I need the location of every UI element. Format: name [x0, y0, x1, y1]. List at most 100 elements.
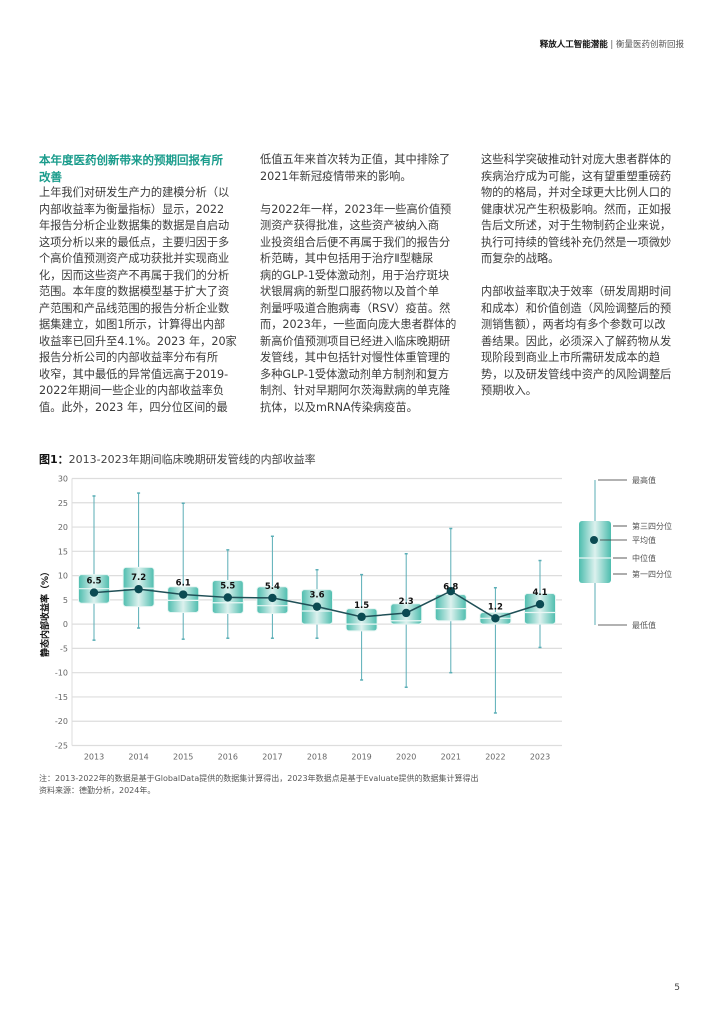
figure-title-text: 2013-2023年期间临床晚期研发管线的内部收益率 [68, 453, 316, 466]
text-line: 剂量呼吸道合胞病毒（RSV）疫苗。然 [260, 301, 451, 315]
legend-label-mean: 平均值 [632, 535, 656, 545]
text-line: 据集建立，如图1所示，计算得出内部 [39, 318, 226, 331]
mean-data-label: 2.3 [399, 597, 414, 607]
text-line: 而，2023年，一些面向庞大患者群体的 [260, 318, 457, 331]
text-line: 势，以及研发管线中资产的风险调整后 [481, 367, 672, 381]
mean-data-label: 5.4 [265, 582, 280, 592]
text-line: 健康状况产生积极影响。然而，正如报 [481, 202, 672, 216]
y-tick-label: 0 [63, 620, 68, 629]
text-line: 抗体，以及mRNA传染病疫苗。 [260, 400, 418, 414]
column-3: 这些科学突破推动针对庞大患者群体的 疾病治疗成为可能，这有望重塑重磅药 物的的格局，… [481, 152, 696, 400]
text-line: 上年我们对研发生产力的建模分析（以 [39, 186, 230, 199]
mean-point [357, 612, 366, 622]
header-separator: | [610, 40, 614, 50]
text-line: 测资产获得批准，这些资产被纳入商 [260, 219, 440, 232]
mean-point [179, 590, 188, 599]
legend-label-q3: 第三四分位 [632, 521, 672, 531]
mean-data-label: 6.1 [176, 579, 191, 589]
mean-point [312, 602, 322, 611]
mean-point [223, 593, 232, 602]
text-line: 范围。本年度的数据模型基于扩大了资 [39, 285, 230, 298]
legend-mean-point [590, 536, 598, 544]
mean-point [446, 586, 455, 596]
text-line: 报告分析公司的内部收益率分布有所 [39, 351, 219, 364]
text-line: 值。此外，2023 年，四分位区间的最 [39, 400, 228, 414]
text-line: 本年度医药创新带来的预期回报有所 [39, 153, 223, 167]
x-tick-label: 2019 [351, 753, 371, 762]
column-2-paragraph-1: 低值五年来首次转为正值，其中排除了 2021年新冠疫情带来的影响。 [260, 152, 475, 185]
text-line: 新高价值预测项目已经进入临床晚期研 [260, 334, 451, 348]
mean-data-label: 4.1 [532, 588, 547, 598]
running-header: 释放人工智能潜能 | 衡量医药创新回报 [540, 38, 684, 50]
header-title: 释放人工智能潜能 [539, 40, 608, 50]
text-line: 疾病治疗成为可能，这有望重塑重磅药 [481, 169, 672, 183]
text-line: 内部收益率为衡量指标）显示，2022 [39, 202, 225, 216]
mean-point [491, 614, 500, 623]
legend-label-min: 最低值 [632, 620, 656, 630]
y-tick-label: -20 [55, 717, 68, 726]
text-line: 这些科学突破推动针对庞大患者群体的 [481, 153, 672, 166]
x-tick-label: 2018 [307, 753, 327, 762]
x-tick-label: 2022 [485, 753, 505, 762]
legend-label-median: 中位值 [632, 553, 656, 563]
note-text: 注：2013-2022年的数据是基于GlobalData提供的数据集计算得出，2… [39, 774, 479, 783]
text-line: 测销售额），两者均有多个参数可以改 [481, 318, 666, 331]
mean-data-label: 3.6 [309, 591, 324, 601]
text-line: 而复杂的战略。 [481, 252, 560, 265]
x-tick-label: 2021 [441, 753, 461, 762]
mean-data-label: 6.5 [86, 577, 101, 587]
y-tick-label: 10 [58, 572, 68, 581]
text-line: 发管线，其中包括针对慢性体重管理的 [260, 351, 451, 364]
text-line: 告后文所述，对于生物制药企业来说， [481, 219, 672, 232]
text-line: 化，因而这些资产不再属于我们的分析 [39, 268, 230, 282]
column-3-paragraph-1: 这些科学突破推动针对庞大患者群体的 疾病治疗成为可能，这有望重塑重磅药 物的的格局，… [481, 152, 696, 268]
figure-notes: 注：2013-2022年的数据是基于GlobalData提供的数据集计算得出，2… [39, 773, 479, 797]
mean-data-label: 6.8 [443, 583, 458, 593]
legend-label-max: 最高值 [632, 475, 656, 485]
y-tick-label: -15 [55, 693, 68, 702]
mean-data-label: 1.5 [354, 601, 369, 611]
text-line: 析范畴，其中包括用于治疗Ⅱ型糖尿 [260, 252, 434, 265]
text-line: 2022年期间一些企业的内部收益率负 [39, 384, 225, 397]
text-line: 内部收益率取决于效率（研发周期时间 [481, 285, 672, 298]
mean-data-label: 7.2 [131, 573, 146, 583]
text-line: 收益率已回升至4.1%。2023 年，20家 [39, 334, 237, 348]
mean-data-label: 5.5 [220, 581, 235, 591]
section-heading: 本年度医药创新带来的预期回报有所 改善 [39, 152, 254, 185]
text-line: 2021年新冠疫情带来的影响。 [260, 169, 412, 183]
y-tick-label: 20 [58, 523, 68, 532]
text-line: 制剂、针对早期阿尔茨海默病的单克隆 [260, 384, 451, 397]
text-line: 产范围和产品线范围的报告分析企业数 [39, 301, 230, 315]
column-1-body: 上年我们对研发生产力的建模分析（以 内部收益率为衡量指标）显示，2022 年报告分析… [39, 185, 254, 416]
text-line: 与2022年一样，2023年一些高价值预 [260, 202, 452, 216]
text-line: 预期收入。 [481, 384, 537, 397]
mean-point [535, 600, 545, 609]
text-line: 个高价值预测资产成功获批并实现商业 [39, 252, 230, 265]
text-line: 执行可持续的管线补充仍然是一项微妙 [481, 235, 672, 249]
x-tick-label: 2013 [84, 753, 104, 762]
header-subtitle: 衡量医药创新回报 [615, 40, 684, 50]
legend-label-q1: 第一四分位 [632, 569, 672, 579]
page-number: 5 [674, 983, 680, 993]
text-line: 改善 [39, 169, 62, 184]
column-2-paragraph-2: 与2022年一样，2023年一些高价值预 测资产获得批准，这些资产被纳入商 业投资组… [260, 202, 475, 417]
mean-point [402, 608, 411, 618]
mean-point [268, 593, 277, 603]
y-tick-label: -5 [60, 644, 68, 653]
legend-box [579, 521, 611, 583]
y-tick-label: 15 [58, 547, 68, 556]
y-axis-title: 静态内部收益率（%） [39, 567, 51, 657]
x-tick-label: 2017 [262, 753, 282, 762]
y-tick-label: -25 [55, 742, 68, 751]
text-line: 低值五年来首次转为正值，其中排除了 [260, 153, 451, 166]
text-line: 业投资组合后便不再属于我们的报告分 [260, 235, 451, 249]
mean-point [134, 584, 143, 594]
x-tick-label: 2014 [128, 753, 148, 762]
text-line: 年报告分析企业数据集的数据是自启动 [39, 219, 230, 232]
x-tick-label: 2020 [396, 753, 416, 762]
text-line: 多种GLP-1受体激动剂单方制剂和复方 [260, 367, 450, 381]
text-line: 和成本）和价值创造（风险调整后的预 [481, 301, 672, 315]
y-tick-label: 25 [58, 499, 68, 508]
y-tick-label: -10 [55, 669, 68, 678]
